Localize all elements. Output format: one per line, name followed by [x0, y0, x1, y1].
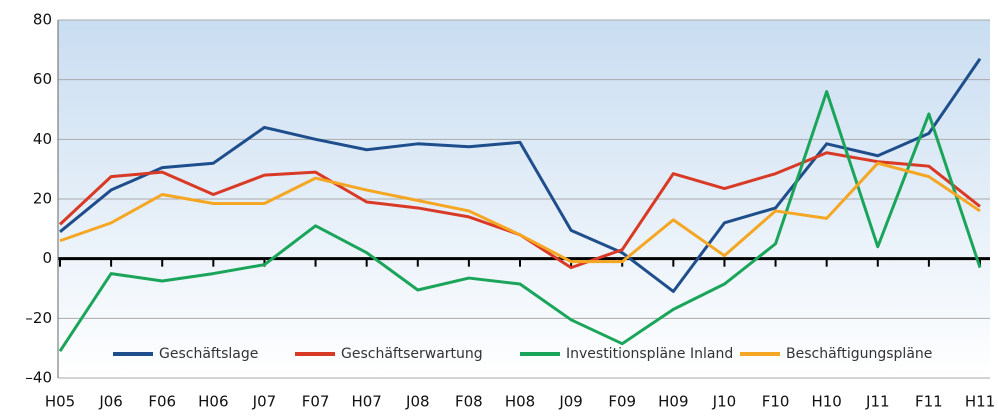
y-tick-label: 80: [33, 11, 52, 29]
x-tick-label: H11: [965, 393, 995, 411]
x-tick-label: F06: [148, 393, 176, 411]
x-tick-label: J09: [558, 393, 583, 411]
x-tick-label: H08: [505, 393, 535, 411]
x-tick-label: J07: [252, 393, 277, 411]
legend-label: Beschäftigungspläne: [786, 346, 932, 362]
x-tick-label: H10: [811, 393, 841, 411]
x-tick-label: F09: [608, 393, 636, 411]
y-tick-label: 20: [33, 190, 52, 208]
x-tick-label: F07: [302, 393, 330, 411]
x-tick-label: F10: [762, 393, 790, 411]
x-tick-label: H06: [198, 393, 228, 411]
legend-label: Investitionspläne Inland: [566, 346, 733, 362]
x-tick-label: H07: [351, 393, 381, 411]
x-tick-label: F11: [915, 393, 943, 411]
legend-label: Geschäftslage: [159, 346, 258, 362]
series-line: [59, 57, 982, 293]
x-tick-label: H05: [45, 393, 75, 411]
y-tick-label: 0: [42, 249, 52, 267]
x-tick-label: J11: [865, 393, 890, 411]
x-tick-label: J10: [712, 393, 737, 411]
y-tick-label: 60: [33, 70, 52, 88]
y-tick-label: 40: [33, 130, 52, 148]
x-tick-label: F08: [455, 393, 483, 411]
series-line: [58, 90, 982, 352]
y-tick-label: –40: [25, 369, 52, 387]
x-tick-label: J08: [405, 393, 430, 411]
y-tick-label: –20: [25, 309, 52, 327]
x-tick-label: J06: [98, 393, 123, 411]
legend-label: Geschäftserwartung: [341, 346, 483, 362]
series-line: [59, 161, 981, 264]
x-tick-label: H09: [658, 393, 688, 411]
